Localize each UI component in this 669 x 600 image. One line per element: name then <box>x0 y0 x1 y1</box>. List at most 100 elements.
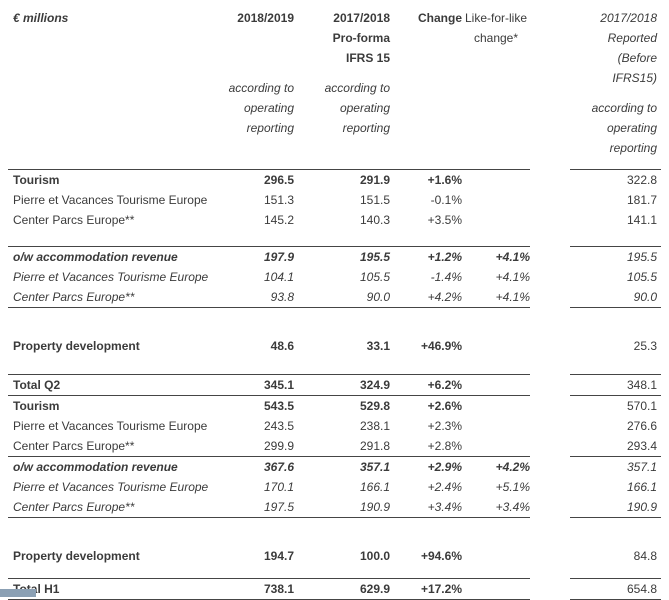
table-body: Tourism 296.5 291.9 +1.6% 322.8 Pierre et Vac… <box>8 170 661 600</box>
row-spacer <box>8 566 661 578</box>
cell-column-gap <box>530 247 570 267</box>
title-line: Like-for-like <box>464 11 527 25</box>
cell-like-for-like <box>462 546 530 566</box>
cell-2017-2018-proforma: 140.3 <box>359 213 390 227</box>
cell-like-for-like: +3.4% <box>495 500 530 514</box>
cell-2018-2019: 170.1 <box>263 480 294 494</box>
row-spacer <box>8 308 661 336</box>
subtitle-line: operating <box>606 121 657 135</box>
cell-2018-2019: 345.1 <box>263 378 294 392</box>
cell-column-gap <box>530 457 570 477</box>
column-subtitle: according to operating reporting <box>294 78 390 138</box>
column-title: 2017/2018 Reported (Before IFRS15) <box>570 8 657 88</box>
cell-like-for-like <box>462 190 530 210</box>
cell-2017-2018-proforma: 190.9 <box>359 500 390 514</box>
cell-like-for-like <box>462 579 530 599</box>
rule-reported-segment <box>570 169 661 170</box>
cell-2017-2018-reported: 322.8 <box>626 173 657 187</box>
scrollbar-thumb-fragment[interactable] <box>0 589 36 597</box>
rule-reported-segment <box>570 374 661 375</box>
cell-like-for-like <box>462 416 530 436</box>
cell-change: +6.2% <box>427 378 462 392</box>
cell-column-gap <box>530 170 570 190</box>
row-label: Center Parcs Europe** <box>13 290 135 304</box>
column-header-change: Change <box>390 8 462 158</box>
row-pierre-et-vacances-tourisme-europe: Pierre et Vacances Tourisme Europe 104.1 1… <box>8 267 661 287</box>
row-label: Pierre et Vacances Tourisme Europe <box>13 270 209 284</box>
cell-like-for-like: +5.1% <box>495 480 530 494</box>
row-spacer <box>8 518 661 546</box>
cell-2018-2019: 104.1 <box>263 270 294 284</box>
cell-2017-2018-reported: 25.3 <box>633 339 657 353</box>
cell-2017-2018-proforma: 357.1 <box>359 460 390 474</box>
cell-2017-2018-reported: 105.5 <box>626 270 657 284</box>
subtitle-line: according to <box>591 101 657 115</box>
row-pierre-et-vacances-tourisme-europe: Pierre et Vacances Tourisme Europe 151.3 1… <box>8 190 661 210</box>
cell-change: +46.9% <box>420 339 462 353</box>
rule-main-segment <box>8 169 530 170</box>
row-label: Total H1 <box>13 582 60 596</box>
subtitle-line: according to <box>228 81 294 95</box>
cell-column-gap <box>530 497 570 517</box>
column-title: Change <box>390 8 462 68</box>
cell-change: -0.1% <box>430 193 462 207</box>
row-label: Center Parcs Europe** <box>13 213 135 227</box>
cell-column-gap <box>530 416 570 436</box>
cell-column-gap <box>530 436 570 456</box>
title-line: (Before IFRS15) <box>612 51 657 85</box>
cell-column-gap <box>530 267 570 287</box>
cell-2018-2019: 197.5 <box>263 500 294 514</box>
cell-change: +3.5% <box>427 213 462 227</box>
rule-main-segment <box>8 456 530 457</box>
cell-2018-2019: 367.6 <box>263 460 294 474</box>
column-header-2017-2018-reported: 2017/2018 Reported (Before IFRS15) accor… <box>570 8 661 158</box>
column-header-like-for-like: Like-for-like change* <box>462 8 530 158</box>
cell-2017-2018-proforma: 151.5 <box>359 193 390 207</box>
cell-column-gap <box>530 190 570 210</box>
rule-reported-segment <box>570 307 661 308</box>
section-rule <box>8 578 661 579</box>
cell-2018-2019: 194.7 <box>263 549 294 563</box>
cell-like-for-like: +4.1% <box>495 250 530 264</box>
cell-change: +1.2% <box>427 250 462 264</box>
cell-2017-2018-reported: 276.6 <box>626 419 657 433</box>
rule-reported-segment <box>570 456 661 457</box>
column-subtitle: according to operating reporting <box>570 98 657 158</box>
row-center-parcs-europe: Center Parcs Europe** 197.5 190.9 +3.4% +3.4… <box>8 497 661 517</box>
cell-2017-2018-proforma: 166.1 <box>359 480 390 494</box>
subtitle-line: reporting <box>342 121 390 135</box>
cell-2018-2019: 197.9 <box>263 250 294 264</box>
cell-2018-2019: 151.3 <box>263 193 294 207</box>
cell-2017-2018-proforma: 105.5 <box>359 270 390 284</box>
unit-label: € millions <box>13 11 69 25</box>
rule-main-segment <box>8 374 530 375</box>
rule-main-segment <box>8 307 530 308</box>
cell-2018-2019: 243.5 <box>263 419 294 433</box>
rule-main-segment <box>8 395 530 396</box>
rule-reported-segment <box>570 578 661 579</box>
row-center-parcs-europe: Center Parcs Europe** 93.8 90.0 +4.2% +4.1% 9… <box>8 287 661 307</box>
rule-gap <box>530 307 570 308</box>
cell-2017-2018-proforma: 90.0 <box>366 290 390 304</box>
cell-2017-2018-proforma: 33.1 <box>366 339 390 353</box>
cell-2017-2018-proforma: 291.8 <box>359 439 390 453</box>
row-center-parcs-europe: Center Parcs Europe** 145.2 140.3 +3.5% 141.… <box>8 210 661 230</box>
cell-column-gap <box>530 396 570 416</box>
cell-change: +2.9% <box>427 460 462 474</box>
cell-change: -1.4% <box>430 270 462 284</box>
cell-change: +2.4% <box>427 480 462 494</box>
cell-2018-2019: 48.6 <box>270 339 294 353</box>
cell-2017-2018-reported: 348.1 <box>626 378 657 392</box>
cell-2018-2019: 299.9 <box>263 439 294 453</box>
title-line: 2017/2018 <box>600 11 657 25</box>
row-label: Property development <box>13 339 140 353</box>
cell-2017-2018-proforma: 324.9 <box>359 378 390 392</box>
cell-column-gap <box>530 336 570 356</box>
section-rule <box>8 456 661 457</box>
row-label: Pierre et Vacances Tourisme Europe <box>13 480 209 494</box>
cell-2017-2018-reported: 357.1 <box>626 460 657 474</box>
column-title: Like-for-like change* <box>462 8 530 68</box>
rule-main-segment <box>8 578 530 579</box>
cell-column-gap <box>530 579 570 599</box>
